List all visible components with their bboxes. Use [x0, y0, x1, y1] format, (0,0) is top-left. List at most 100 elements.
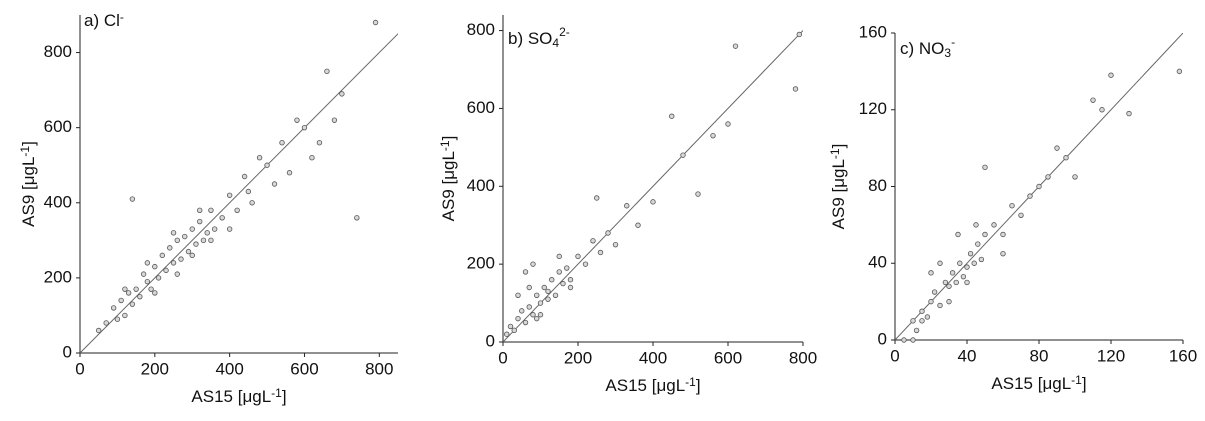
- data-point: [208, 207, 214, 213]
- data-point: [582, 261, 589, 267]
- data-point: [556, 269, 562, 275]
- data-point: [526, 284, 532, 291]
- data-point: [564, 265, 570, 271]
- data-point: [103, 320, 109, 326]
- data-point: [1000, 250, 1006, 257]
- data-point: [575, 253, 581, 260]
- data-point: [249, 200, 255, 206]
- data-point: [1099, 107, 1105, 113]
- data-point: [174, 237, 180, 244]
- y-axis-title: AS9 [μgL-1]: [438, 136, 459, 222]
- label-text: ]: [829, 144, 848, 149]
- data-point: [159, 252, 166, 259]
- data-point: [234, 207, 240, 213]
- data-point: [924, 314, 931, 320]
- data-point: [185, 248, 192, 255]
- data-point: [226, 192, 233, 198]
- data-point: [982, 231, 988, 238]
- data-point: [910, 318, 916, 324]
- data-point: [309, 155, 315, 161]
- data-point: [354, 215, 360, 221]
- data-point: [1027, 193, 1033, 199]
- data-point: [545, 288, 551, 295]
- label-superscript: 2-: [559, 25, 570, 39]
- data-point: [522, 319, 529, 326]
- data-point: [1063, 155, 1069, 161]
- label-superscript: -1: [685, 375, 696, 389]
- data-point: [1009, 202, 1015, 209]
- y-tick-label: 160: [859, 22, 887, 41]
- panel-label: b) SO42-: [508, 25, 570, 50]
- data-point: [339, 91, 345, 97]
- label-text: a) Cl: [84, 11, 120, 30]
- data-point: [241, 173, 248, 180]
- data-point: [122, 286, 128, 292]
- data-point: [928, 298, 934, 305]
- data-point: [152, 290, 158, 296]
- data-point: [170, 260, 177, 266]
- label-text: AS15 [μgL: [605, 376, 685, 395]
- data-point: [732, 43, 739, 49]
- x-tick-label: 600: [714, 348, 742, 367]
- data-point: [511, 327, 517, 334]
- x-axis-title: AS15 [μgL-1]: [991, 373, 1086, 394]
- x-tick-label: 120: [1097, 346, 1125, 365]
- x-tick-label: 400: [215, 359, 243, 378]
- data-point: [942, 279, 949, 286]
- data-point: [567, 284, 574, 291]
- data-point: [549, 277, 555, 283]
- x-tick-label: 800: [789, 348, 817, 367]
- data-point: [960, 273, 967, 280]
- data-point: [982, 164, 988, 171]
- data-point: [953, 279, 959, 286]
- data-point: [937, 260, 943, 266]
- data-point: [567, 277, 574, 283]
- data-point: [624, 203, 630, 209]
- data-point: [144, 278, 151, 285]
- data-point: [504, 331, 510, 337]
- data-point: [118, 297, 124, 304]
- data-point: [519, 308, 525, 314]
- label-text: AS9 [μgL: [439, 151, 458, 221]
- x-tick-label: 0: [75, 359, 84, 378]
- data-point: [286, 170, 293, 176]
- panel-label: c) NO3-: [900, 35, 955, 60]
- data-point: [1036, 183, 1042, 190]
- x-axis-title: AS15 [μgL-1]: [605, 375, 700, 396]
- identity-line: [80, 33, 398, 353]
- data-point: [167, 245, 173, 251]
- data-point: [556, 253, 562, 260]
- data-point: [515, 292, 521, 298]
- data-point: [331, 117, 338, 123]
- data-point: [1126, 110, 1132, 117]
- data-point: [937, 302, 943, 309]
- data-point: [955, 231, 961, 238]
- data-point: [245, 188, 252, 195]
- data-point: [552, 292, 559, 298]
- data-point: [967, 250, 974, 257]
- data-point: [973, 222, 979, 228]
- data-point: [1176, 68, 1183, 75]
- data-point: [129, 196, 136, 202]
- data-point: [122, 312, 128, 319]
- data-point: [110, 305, 117, 311]
- data-point: [910, 337, 916, 343]
- data-point: [1054, 145, 1060, 151]
- data-point: [650, 199, 656, 205]
- data-point: [949, 270, 956, 276]
- data-point: [197, 207, 203, 213]
- data-point: [537, 312, 544, 318]
- data-point: [545, 296, 551, 302]
- y-tick-label: 800: [467, 20, 495, 39]
- x-tick-label: 600: [290, 359, 318, 378]
- data-point: [680, 152, 686, 158]
- data-point: [1072, 174, 1078, 180]
- data-point: [208, 237, 214, 244]
- label-subscript: 3: [944, 46, 951, 60]
- data-point: [155, 275, 162, 281]
- data-point: [133, 286, 139, 292]
- y-tick-label: 600: [467, 98, 495, 117]
- data-point: [256, 155, 263, 161]
- label-text: AS9 [μgL: [19, 157, 38, 227]
- data-point: [928, 270, 934, 276]
